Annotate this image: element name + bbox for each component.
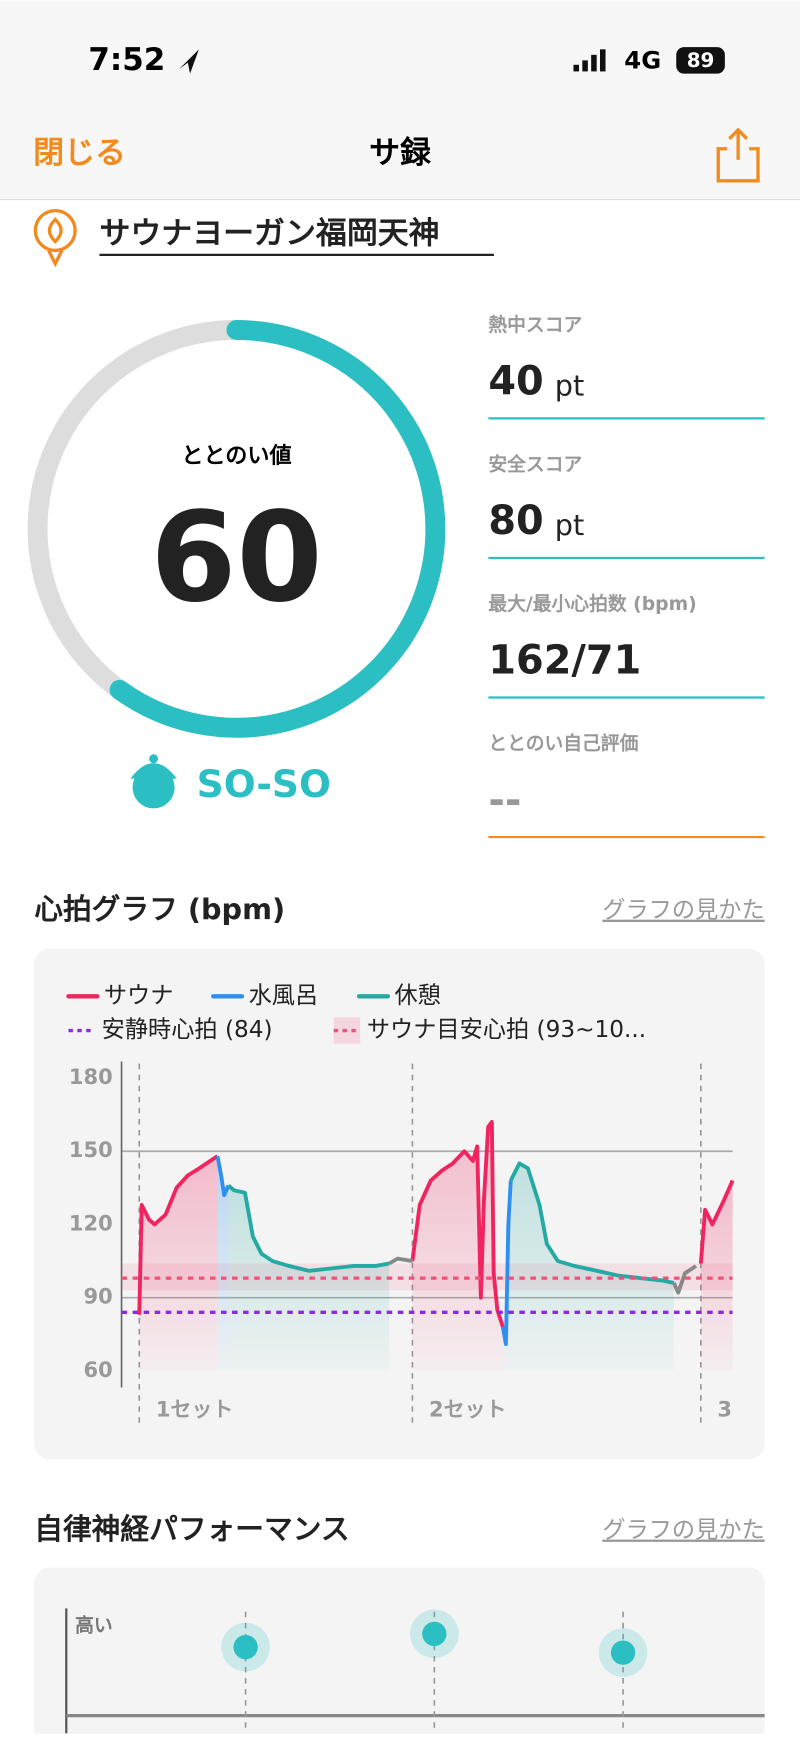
set-label: 1セット [156, 1398, 234, 1422]
legend-label: 安静時心拍 (84) [102, 1016, 273, 1043]
battery [676, 47, 725, 74]
stat-label: 熱中スコア [488, 313, 582, 336]
stat-value: 162/71 [488, 638, 641, 684]
y-tick-label: 60 [84, 1358, 113, 1382]
graph-help-link[interactable]: グラフの見かた [602, 897, 764, 924]
stat-value: 40 [488, 359, 543, 405]
hr-line [137, 1120, 735, 1328]
hr-line [215, 1155, 513, 1346]
header-bg [0, 0, 800, 200]
gauge [109, 320, 446, 738]
score-label: ととのい値 [181, 443, 291, 469]
time: 7:52 [88, 42, 165, 78]
stat-value: 80 [488, 498, 543, 544]
card [34, 1567, 765, 1738]
share-button[interactable] [716, 127, 760, 183]
autonomic-chart: 高い [34, 1567, 765, 1738]
facility-name[interactable]: サウナヨーガン福岡天神 [99, 215, 439, 251]
score-value: 60 [150, 486, 322, 630]
set-label: 2セット [429, 1398, 507, 1422]
area [510, 1163, 674, 1371]
battery-level: 89 [687, 49, 715, 72]
legend-label: 休憩 [394, 982, 440, 1009]
y-tick-label: 180 [69, 1065, 113, 1089]
stat-unit: pt [555, 368, 585, 402]
point [610, 1640, 636, 1665]
y-tick-label: 150 [69, 1138, 113, 1162]
nav-title: サ録 [369, 135, 432, 171]
stat-label: ととのい自己評価 [488, 732, 638, 755]
section-title: 心拍グラフ (bpm) [34, 892, 285, 926]
section-title: 自律神経パフォーマンス [34, 1512, 349, 1546]
stat-label: 安全スコア [488, 453, 582, 476]
stat-value: -- [488, 777, 521, 823]
area [228, 1185, 390, 1371]
y-tick-label: 120 [69, 1211, 113, 1235]
y-axis-label: 高い [75, 1614, 113, 1637]
area [139, 1156, 218, 1371]
set-label: 3 [717, 1398, 732, 1422]
point [233, 1634, 258, 1660]
close-button[interactable]: 閉じる [33, 135, 126, 171]
point [422, 1621, 447, 1647]
area [412, 1121, 503, 1371]
graph-help-link[interactable]: グラフの見かた [602, 1517, 764, 1544]
gauge-arc [109, 320, 446, 738]
rating-icon [130, 754, 177, 809]
location-icon [179, 49, 199, 74]
facility-icon [33, 208, 77, 268]
y-tick-label: 90 [84, 1285, 113, 1309]
area [217, 1156, 229, 1371]
legend-label: 水風呂 [249, 982, 319, 1009]
legend-label: サウナ目安心拍 (93~10... [367, 1016, 646, 1043]
area [700, 1180, 733, 1371]
rating: SO-SO [197, 762, 331, 806]
stat-unit: pt [555, 508, 585, 542]
stat-label: 最大/最小心拍数 (bpm) [488, 592, 696, 615]
network: 4G [624, 45, 661, 74]
stats: 熱中スコア 40 pt 安全スコア 80 pt 最大/最小心拍数 (bpm) 162/71 とと… [488, 313, 765, 839]
signal-icon [573, 49, 606, 72]
legend-label: サウナ [104, 982, 174, 1009]
hr-line [388, 1256, 698, 1295]
